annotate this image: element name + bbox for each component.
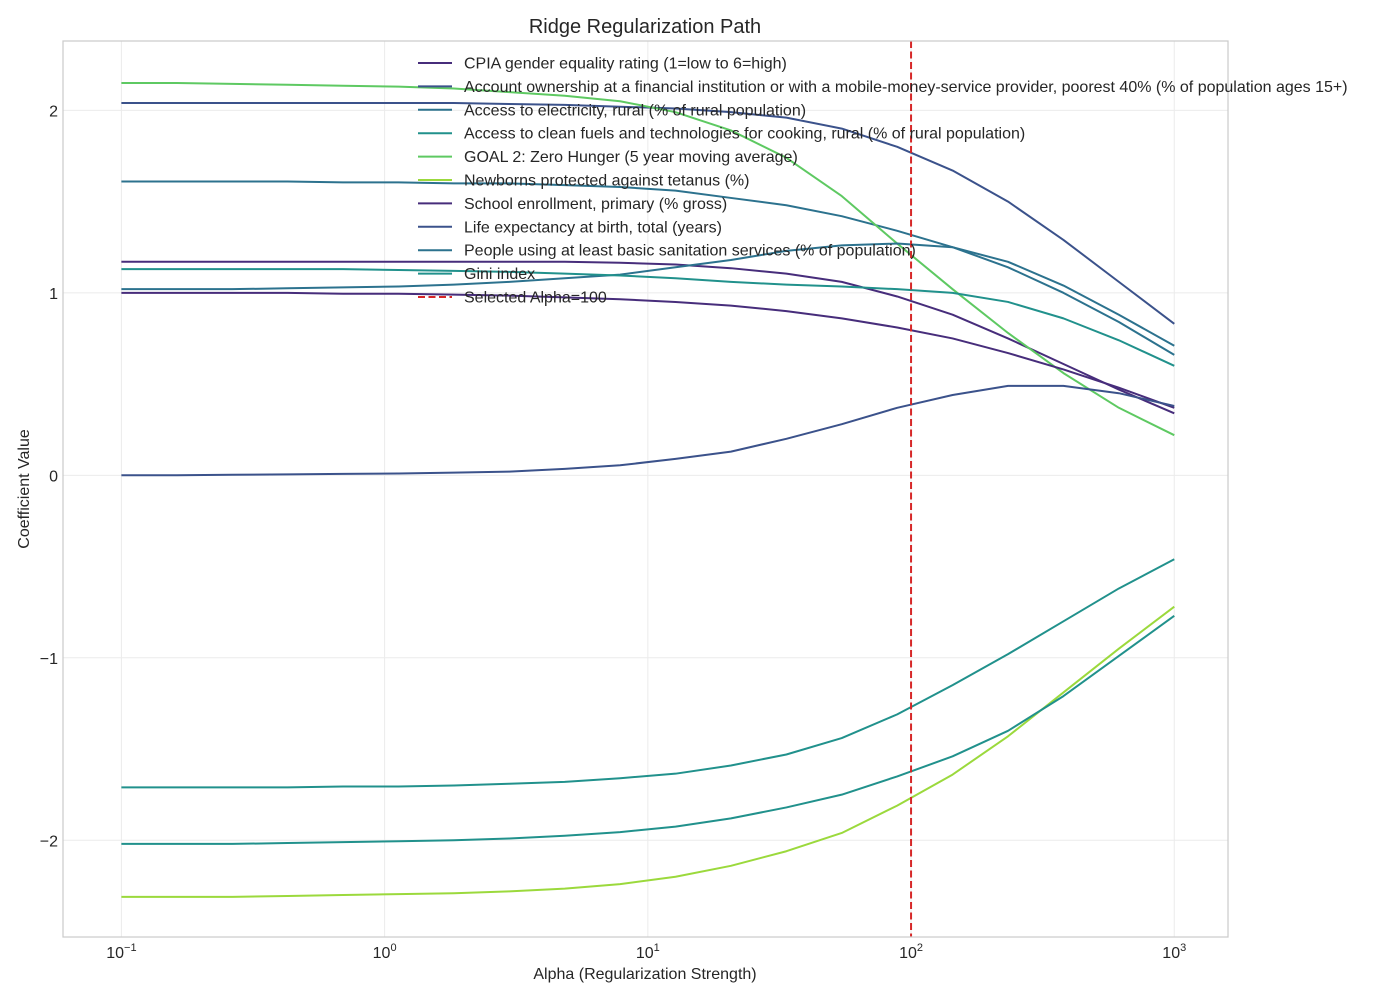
y-tick-label-4: 2: [49, 103, 58, 120]
x-tick-label-0: 10−1: [106, 942, 136, 962]
legend: CPIA gender equality rating (1=low to 6=…: [418, 56, 1348, 307]
y-tick-label-3: 1: [49, 286, 58, 303]
legend-label-1: Account ownership at a financial institu…: [464, 79, 1348, 96]
y-tick-label-0: −2: [40, 833, 58, 850]
legend-label-7: Life expectancy at birth, total (years): [464, 219, 722, 236]
series-line-6: [121, 291, 1175, 409]
series-lines: [121, 81, 1175, 898]
x-tick-label-1: 100: [373, 942, 397, 962]
series-line-2: [121, 180, 1175, 356]
y-tick-labels: −2 −1 0 1 2: [40, 103, 58, 850]
y-tick-label-1: −1: [40, 651, 58, 668]
x-tick-label-4: 103: [1162, 942, 1186, 962]
legend-label-8: People using at least basic sanitation s…: [464, 243, 916, 260]
chart-title: Ridge Regularization Path: [529, 16, 761, 38]
series-line-0: [121, 260, 1175, 415]
x-tick-labels: 10−1 100 101 102 103: [106, 942, 1186, 962]
legend-label-6: School enrollment, primary (% gross): [464, 196, 727, 213]
series-line-5: [121, 605, 1175, 898]
x-tick-label-3: 102: [899, 942, 923, 962]
series-line-7: [121, 384, 1175, 477]
x-tick-label-2: 101: [636, 942, 660, 962]
legend-label-4: GOAL 2: Zero Hunger (5 year moving avera…: [464, 149, 798, 166]
legend-label-0: CPIA gender equality rating (1=low to 6=…: [464, 56, 787, 73]
legend-label-9: Gini index: [464, 266, 535, 283]
x-axis-label: Alpha (Regularization Strength): [533, 966, 756, 983]
legend-label-3: Access to clean fuels and technologies f…: [464, 126, 1025, 143]
legend-label-2: Access to electricity, rural (% of rural…: [464, 102, 806, 119]
y-axis-label: Coefficient Value: [16, 429, 33, 549]
legend-label-5: Newborns protected against tetanus (%): [464, 173, 749, 190]
series-line-9: [121, 615, 1175, 845]
y-tick-label-2: 0: [49, 468, 58, 485]
series-line-3: [121, 558, 1175, 789]
plot-frame: [62, 40, 1229, 938]
series-line-4: [121, 81, 1175, 437]
series-line-8: [121, 242, 1175, 347]
series-line-10: [121, 268, 1175, 367]
legend-label-10: Selected Alpha=100: [464, 290, 607, 307]
